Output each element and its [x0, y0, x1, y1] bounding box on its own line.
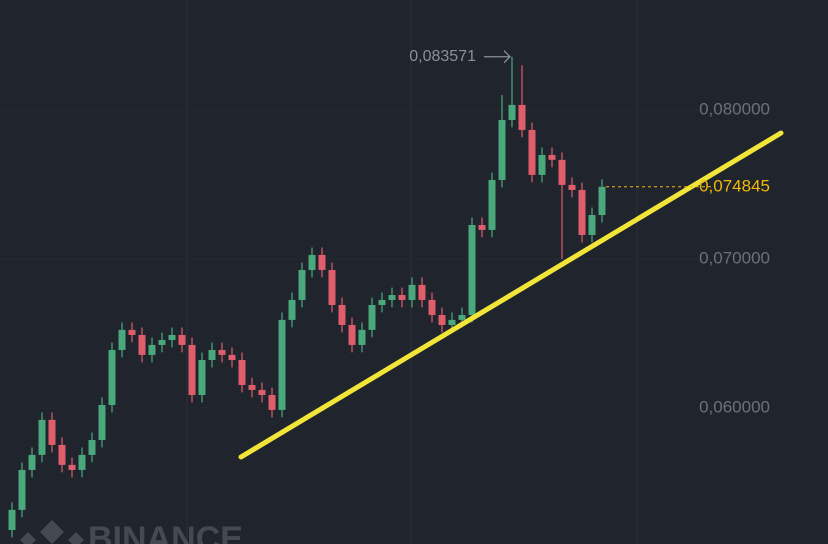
candle-body: [438, 314, 446, 325]
watermark-logo: [20, 520, 84, 544]
candle-body: [308, 254, 316, 270]
candle-body: [368, 305, 376, 330]
candle-body: [548, 154, 556, 160]
candle-body: [388, 295, 396, 300]
candle-body: [248, 385, 256, 390]
candle-body: [418, 284, 426, 300]
candle-body: [38, 419, 46, 455]
y-tick-label: 0,070000: [699, 248, 770, 267]
candle-body: [568, 184, 576, 190]
candle-body: [598, 186, 606, 216]
candle-body: [458, 314, 466, 320]
candle-body: [508, 104, 516, 120]
candle-body: [188, 344, 196, 395]
watermark: BINANCE: [20, 520, 243, 544]
candle-body: [318, 254, 326, 270]
candle-body: [148, 344, 156, 355]
candle-body: [378, 299, 386, 306]
candle-body: [168, 334, 176, 341]
candle-body: [588, 215, 596, 235]
candle-body: [68, 464, 76, 470]
candle-body: [528, 129, 536, 175]
candle-body: [408, 284, 416, 300]
grid: [0, 109, 700, 409]
y-tick-label: 0,080000: [699, 99, 770, 118]
high-arrow: [484, 50, 511, 64]
candle-body: [398, 295, 406, 300]
candle-body: [448, 319, 456, 325]
price-label: 0,074845: [699, 176, 770, 195]
candle-body: [328, 269, 336, 306]
y-tick-label: 0,060000: [699, 397, 770, 416]
candle-body: [478, 224, 486, 230]
candle-body: [538, 154, 546, 175]
candle-body: [578, 189, 586, 235]
watermark-text: BINANCE: [88, 520, 243, 544]
candle-body: [178, 334, 186, 345]
candle-body: [288, 299, 296, 320]
candle-body: [48, 419, 56, 445]
high-label: 0,083571: [409, 48, 476, 65]
candle-body: [428, 299, 436, 315]
candle-body: [158, 340, 166, 345]
candle-body: [98, 404, 106, 440]
candle-body: [358, 329, 366, 345]
candle-body: [518, 104, 526, 130]
candle-body: [18, 469, 26, 510]
candle-body: [298, 269, 306, 300]
candle-body: [118, 329, 126, 351]
candle-body: [258, 389, 266, 395]
candles: [8, 56, 606, 538]
candle-body: [558, 159, 566, 185]
candle-body: [218, 350, 226, 355]
candle-body: [268, 394, 276, 410]
labels: 0,080000 0,070000 0,060000 0,074845 0,083571: [409, 48, 770, 416]
candle-body: [108, 350, 116, 405]
candle-body: [498, 119, 506, 180]
candle-body: [208, 350, 216, 360]
candle-body: [128, 329, 136, 335]
candle-body: [338, 305, 346, 325]
candle-body: [468, 224, 476, 315]
candle-body: [78, 454, 86, 470]
candle-body: [228, 354, 236, 360]
candle-body: [488, 179, 496, 230]
candle-body: [8, 509, 16, 530]
candle-body: [198, 359, 206, 395]
candle-body: [58, 444, 66, 465]
candle-body: [278, 319, 286, 410]
candle-body: [348, 324, 356, 345]
candle-body: [138, 334, 146, 355]
candle-body: [88, 439, 96, 455]
candle-body: [28, 454, 36, 470]
candle-body: [238, 359, 246, 386]
